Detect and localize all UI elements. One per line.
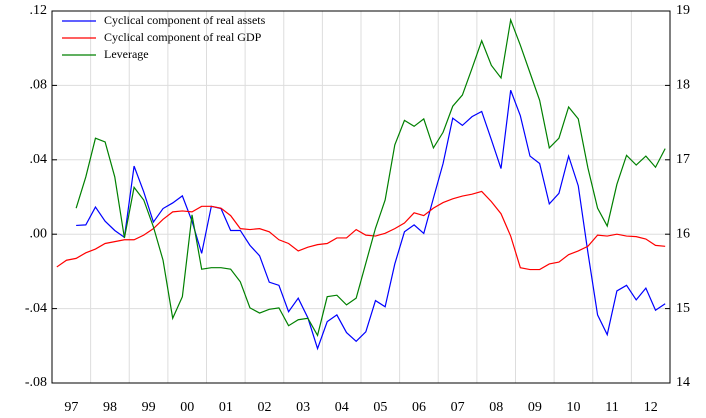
grid <box>52 10 670 384</box>
series-line <box>75 17 666 337</box>
x-tick-label: 97 <box>64 400 78 415</box>
series-line <box>76 90 666 351</box>
y-tick-label: .12 <box>30 3 48 18</box>
x-tick-label: 03 <box>296 400 310 415</box>
x-tick-label: 98 <box>103 400 117 415</box>
legend: Cyclical component of real assets Cyclica… <box>62 13 266 61</box>
y-tick-label: -.04 <box>25 301 47 316</box>
plot-frame <box>51 10 671 384</box>
x-tick-label: 05 <box>373 400 387 415</box>
x-tick-label: 04 <box>335 400 349 415</box>
x-tick-label: 11 <box>605 400 618 415</box>
y2-tick-label: 19 <box>676 3 690 18</box>
x-tick-label: 08 <box>489 400 503 415</box>
legend-label: Cyclical component of real GDP <box>104 30 262 44</box>
x-tick-label: 99 <box>142 400 156 415</box>
y2-tick-label: 18 <box>676 78 690 93</box>
x-tick-label: 06 <box>412 400 426 415</box>
legend-label: Cyclical component of real assets <box>104 13 266 27</box>
y2-tick-label: 17 <box>676 152 690 167</box>
y-tick-label: .08 <box>30 78 48 93</box>
y2-tick-label: 16 <box>676 226 690 241</box>
x-tick-label: 00 <box>180 400 194 415</box>
x-tick-label: 02 <box>257 400 271 415</box>
y-tick-label: -.08 <box>25 375 47 390</box>
x-tick-label: 09 <box>528 400 542 415</box>
y-tick-label: .00 <box>30 226 48 241</box>
y2-tick-label: 14 <box>676 375 690 390</box>
x-tick-label: 12 <box>644 400 658 415</box>
x-tick-label: 10 <box>566 400 580 415</box>
x-tick-label: 01 <box>219 400 233 415</box>
series-line <box>56 190 666 271</box>
x-tick-label: 07 <box>451 400 465 415</box>
y2-tick-label: 15 <box>676 301 690 316</box>
y-tick-label: .04 <box>30 152 48 167</box>
legend-label: Leverage <box>104 47 149 61</box>
